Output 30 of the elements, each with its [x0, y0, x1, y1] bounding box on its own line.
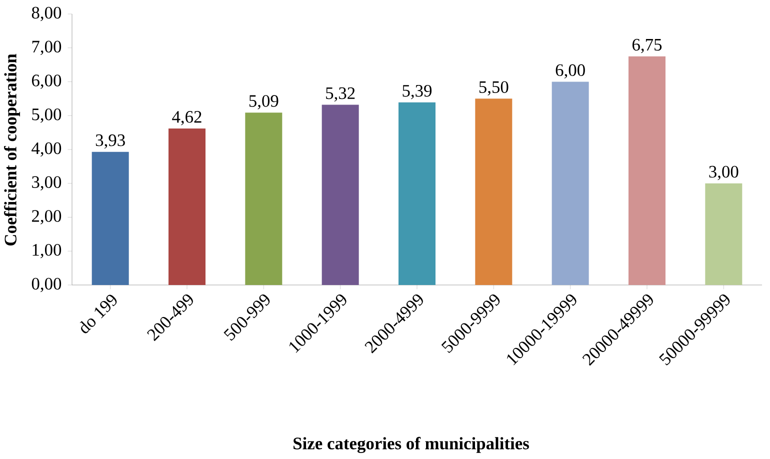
data-label: 5,09	[249, 95, 278, 110]
bar	[475, 98, 512, 285]
y-tick-label: 7,00	[32, 40, 62, 56]
bar	[168, 128, 206, 285]
data-label: 5,50	[479, 81, 508, 96]
data-label: 5,39	[402, 84, 432, 100]
bar	[628, 56, 666, 285]
bar	[92, 152, 129, 285]
y-tick-label: 2,00	[32, 210, 62, 224]
data-label: 5,32	[326, 87, 355, 102]
x-tick-label: do 199	[80, 294, 117, 334]
data-label: 3,93	[96, 134, 125, 149]
y-tick-label: 6,00	[32, 74, 62, 89]
bar	[705, 183, 742, 285]
y-tick-label: 8,00	[32, 6, 62, 22]
data-label: 6,00	[556, 64, 585, 79]
x-axis-title: Size categories of municipalities	[294, 436, 529, 454]
data-label: 4,62	[172, 111, 202, 126]
bar	[245, 112, 282, 285]
data-label: 6,75	[632, 38, 662, 54]
y-axis-title: Coefficient of cooperation	[4, 54, 20, 246]
y-tick-label: 4,00	[32, 142, 62, 157]
bar	[322, 104, 359, 285]
y-tick-label: 1,00	[32, 244, 62, 258]
bar	[398, 102, 436, 285]
bar	[552, 82, 589, 285]
y-tick-label: 5,00	[32, 108, 62, 123]
y-tick-label: 0,00	[32, 278, 62, 292]
y-tick-label: 3,00	[32, 176, 62, 191]
data-label: 3,00	[709, 166, 738, 180]
